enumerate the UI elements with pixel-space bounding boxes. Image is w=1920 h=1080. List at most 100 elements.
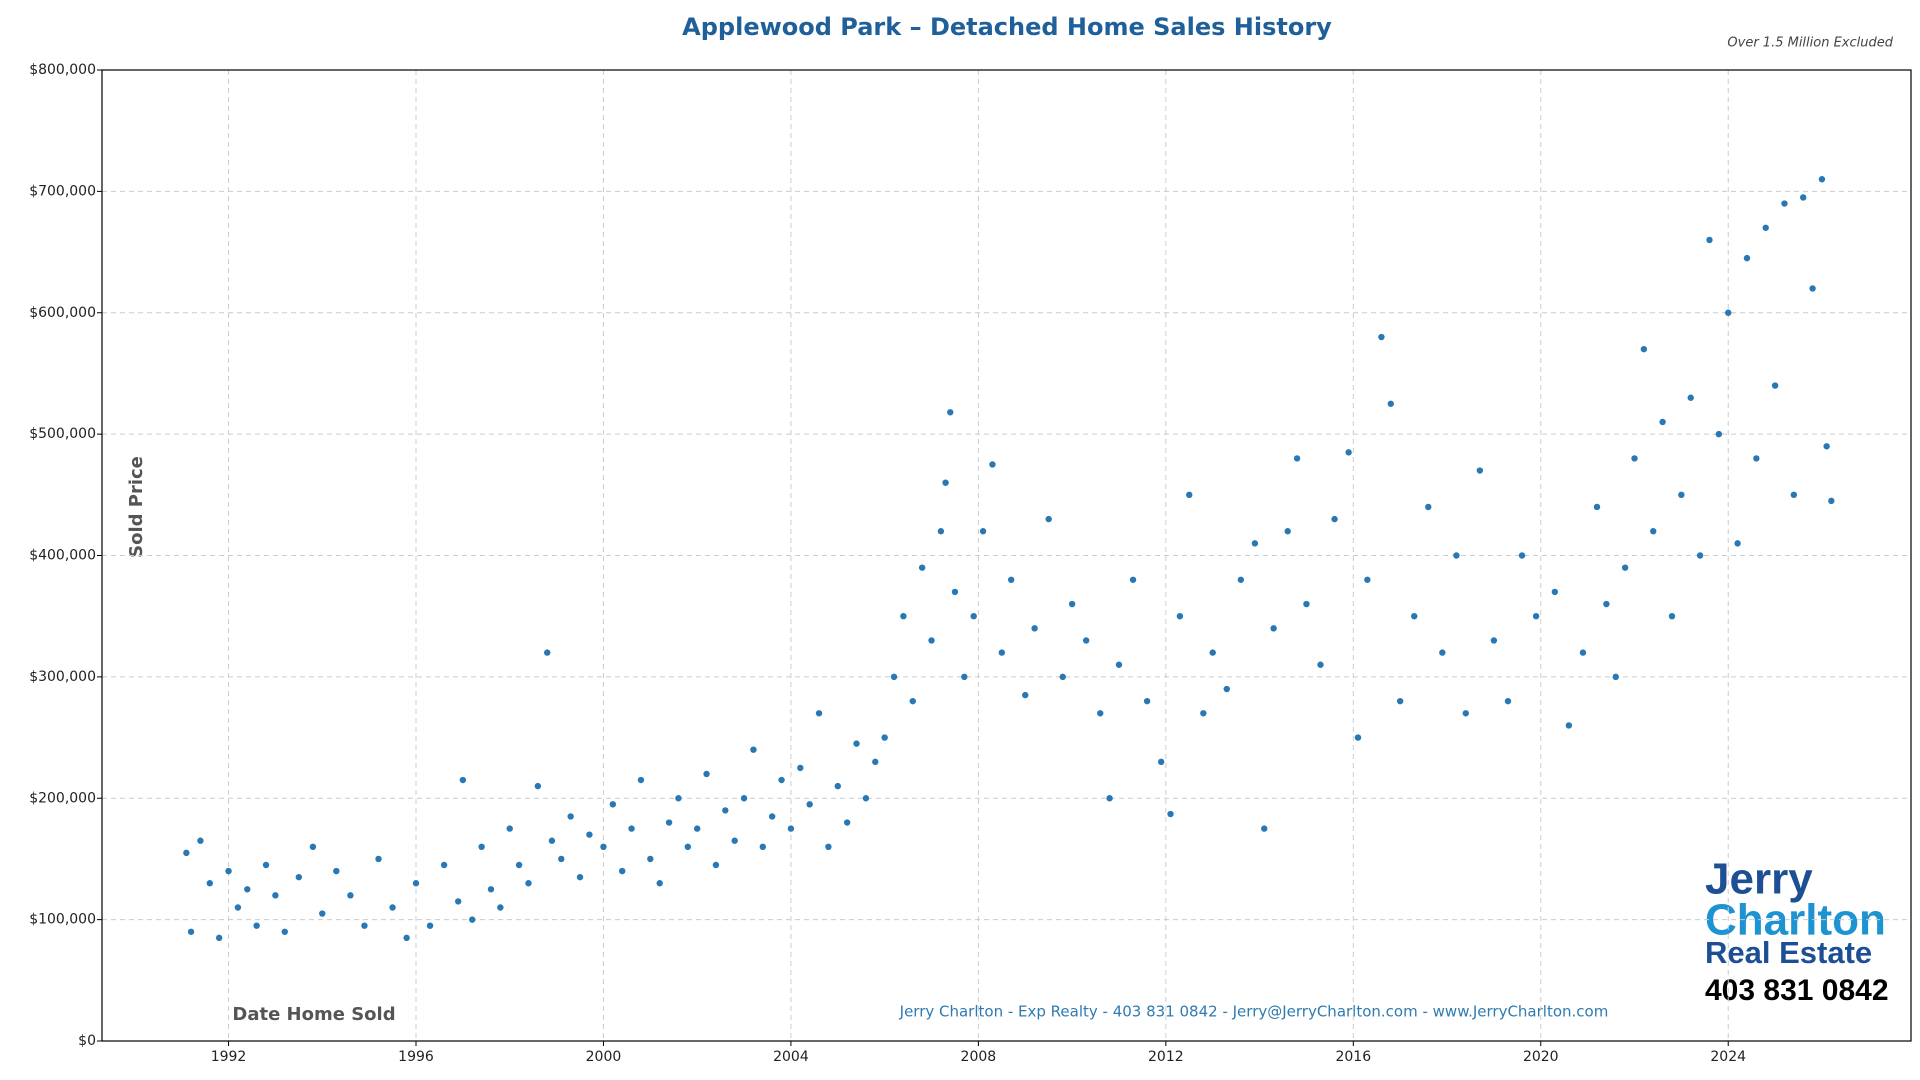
point [961, 673, 968, 681]
point [183, 849, 190, 857]
point [1603, 600, 1610, 608]
point [1790, 491, 1798, 499]
point [1284, 528, 1291, 535]
point [478, 843, 485, 850]
point [759, 843, 767, 850]
point [487, 886, 495, 893]
point [1781, 200, 1788, 207]
x-tick-label: 2000 [586, 1049, 622, 1065]
point [998, 649, 1006, 656]
x-tick-label: 1992 [211, 1049, 247, 1065]
point [609, 801, 617, 808]
point [834, 782, 841, 790]
point [1106, 795, 1113, 802]
point [1809, 285, 1816, 292]
point [1317, 661, 1324, 668]
y-axis-label: Sold Price [126, 456, 147, 558]
point [825, 843, 832, 850]
point [1176, 612, 1184, 620]
point [389, 904, 396, 911]
point [1129, 576, 1137, 583]
chart-title: Applewood Park – Detached Home Sales His… [682, 13, 1332, 41]
point [295, 873, 303, 881]
point [1612, 673, 1619, 681]
point [412, 880, 420, 887]
point [843, 819, 851, 826]
point [675, 795, 682, 802]
point [1022, 691, 1029, 699]
point [872, 758, 879, 766]
point [1115, 661, 1123, 668]
point [928, 637, 935, 644]
point [1734, 540, 1741, 547]
point [637, 776, 645, 784]
point [1068, 600, 1076, 608]
point [1696, 552, 1704, 559]
point [778, 776, 785, 784]
point [1762, 224, 1769, 231]
point [576, 873, 584, 881]
point [937, 528, 945, 535]
point [853, 740, 860, 747]
point [244, 886, 251, 893]
point [1251, 540, 1259, 547]
point [567, 813, 574, 820]
point [1007, 576, 1015, 583]
point [1532, 612, 1540, 620]
point [918, 564, 926, 571]
point [1823, 443, 1830, 450]
point [558, 855, 565, 863]
point [1425, 503, 1432, 511]
x-tick-label: 2016 [1335, 1049, 1371, 1065]
point [947, 409, 954, 416]
logo-phone: 403 831 0842 [1705, 974, 1889, 1007]
point [1045, 515, 1052, 523]
point [403, 934, 410, 942]
point [1631, 455, 1638, 462]
point [333, 867, 340, 875]
point [1209, 649, 1216, 656]
note: Over 1.5 Million Excluded [1727, 36, 1893, 51]
point [1659, 418, 1666, 426]
point [628, 825, 635, 832]
point [1565, 722, 1573, 729]
point [989, 461, 996, 468]
x-tick-label: 2020 [1523, 1049, 1559, 1065]
point [1725, 309, 1732, 316]
point [881, 734, 888, 741]
x-tick-label: 1996 [398, 1049, 434, 1065]
points [183, 176, 1835, 942]
point [815, 710, 823, 717]
point [731, 837, 738, 844]
point [1261, 825, 1268, 832]
point [750, 746, 757, 753]
point [619, 867, 626, 875]
y-tick-label: $800,000 [29, 62, 96, 78]
point [1331, 515, 1338, 523]
point [469, 916, 476, 923]
point [1800, 194, 1807, 201]
point [454, 898, 462, 905]
point [703, 770, 710, 778]
point [1270, 625, 1277, 632]
point [1303, 600, 1310, 608]
point [1828, 497, 1835, 505]
point [1157, 758, 1165, 766]
point [1143, 697, 1151, 705]
point [272, 892, 279, 899]
y-tick-label: $400,000 [29, 548, 96, 564]
point [1771, 382, 1779, 389]
point [900, 612, 907, 620]
x-tick-label: 2024 [1710, 1049, 1746, 1065]
point [1200, 710, 1207, 717]
x-tick-label: 2012 [1148, 1049, 1184, 1065]
point [797, 764, 804, 772]
point [1396, 697, 1404, 705]
point [1097, 710, 1104, 717]
point [225, 867, 232, 875]
point [515, 861, 523, 869]
point [459, 776, 467, 784]
point [890, 673, 898, 681]
footer: Jerry Charlton - Exp Realty - 403 831 08… [899, 1003, 1609, 1021]
